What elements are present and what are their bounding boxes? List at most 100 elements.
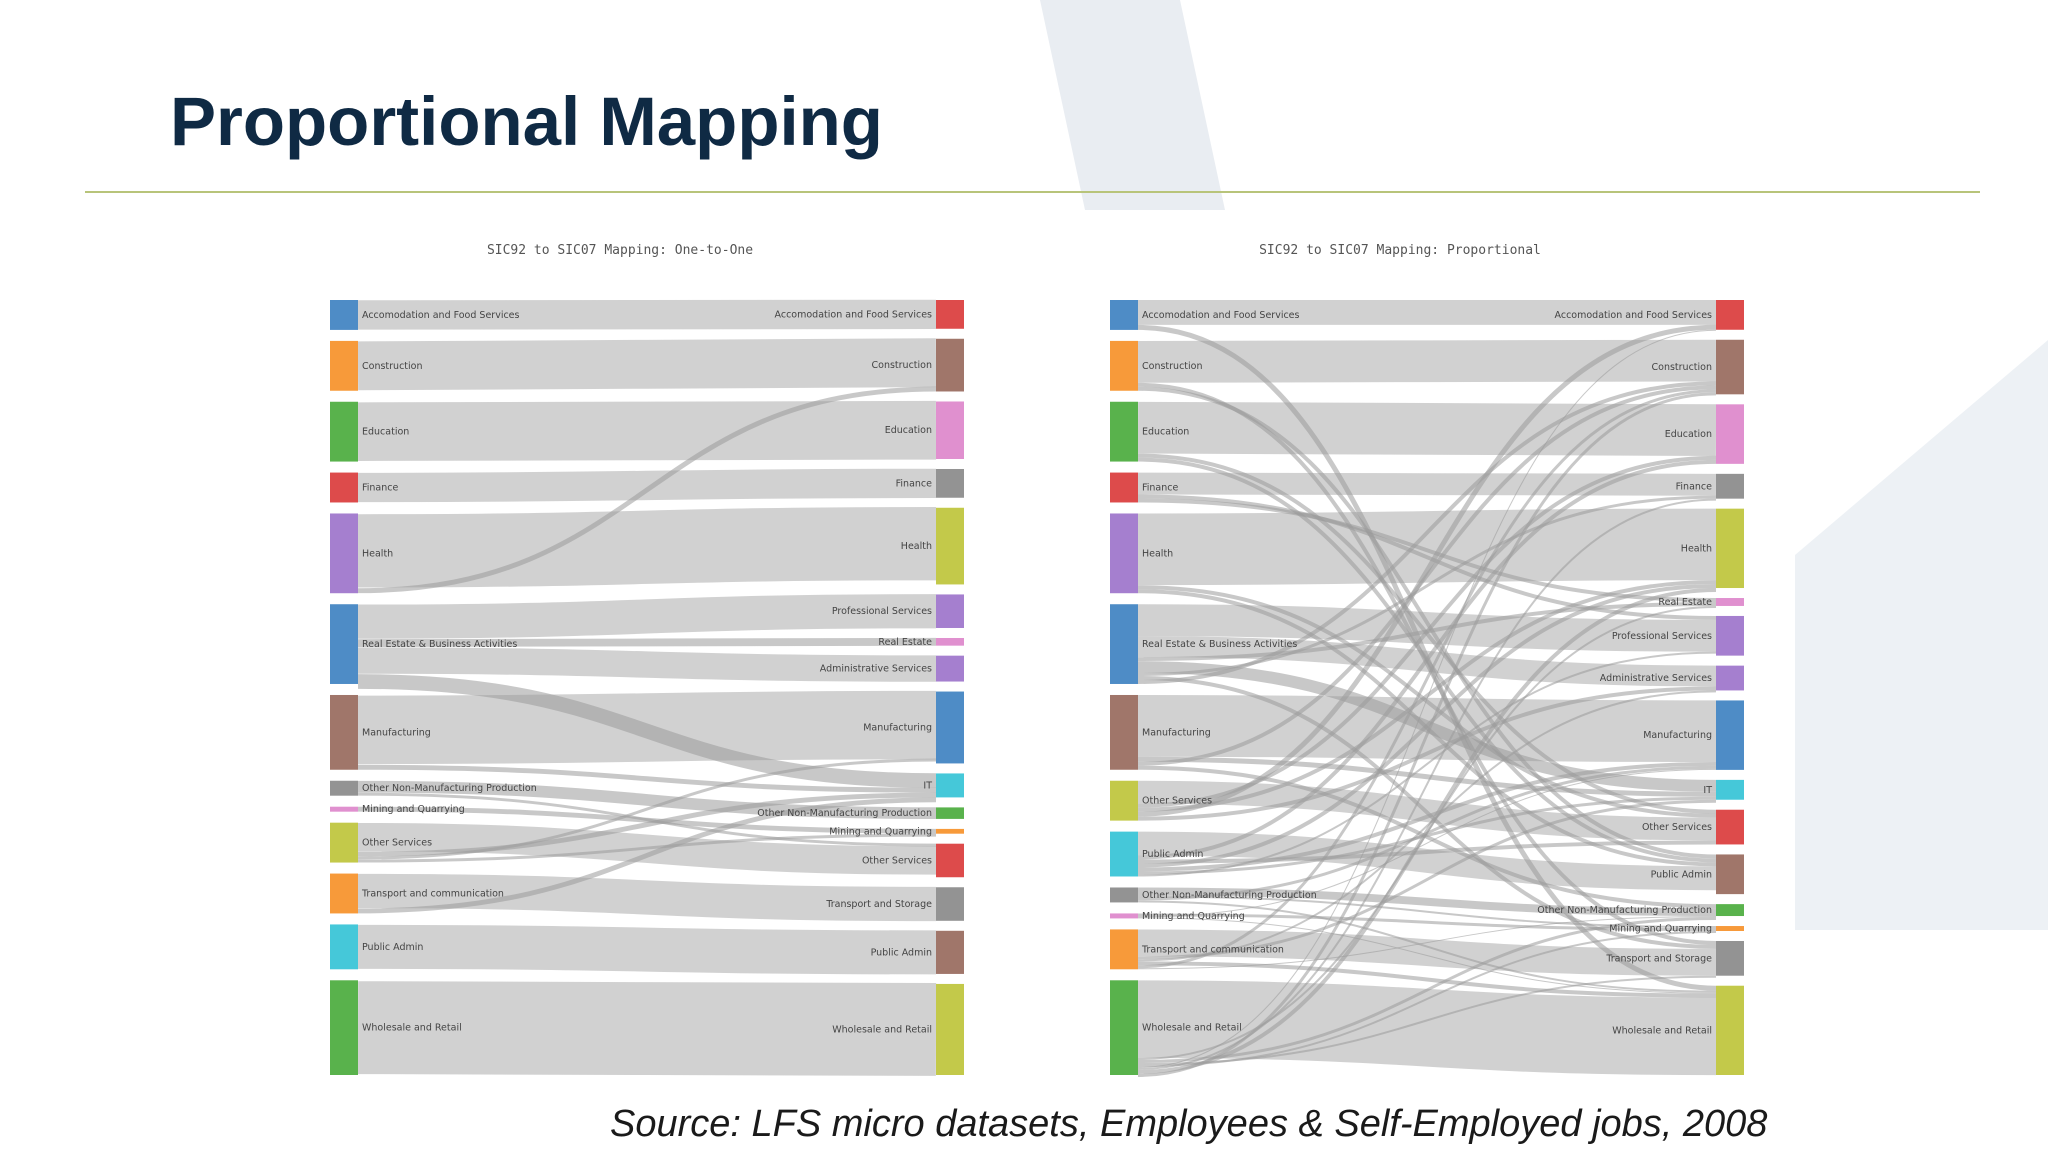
sankey-link: [1137, 929, 1717, 976]
source-label: Transport and communication: [361, 888, 504, 899]
target-node-professional-services: [1716, 615, 1744, 656]
target-label: Wholesale and Retail: [832, 1024, 932, 1035]
source-label: Accomodation and Food Services: [1142, 310, 1300, 321]
sankey-link: [357, 594, 937, 639]
sankey-link: [1137, 917, 1717, 994]
target-node-accomodation-and-food-services: [1716, 300, 1744, 330]
source-node-wholesale-and-retail: [330, 980, 358, 1075]
target-node-other-non-manufacturing-production: [936, 807, 964, 819]
target-label: Wholesale and Retail: [1612, 1025, 1712, 1036]
sankey-link: [357, 764, 937, 793]
target-node-manufacturing: [936, 691, 964, 764]
source-label: Wholesale and Retail: [1142, 1023, 1242, 1034]
sankey-link: [357, 647, 937, 682]
chart-title: SIC92 to SIC07 Mapping: Proportional: [1259, 243, 1541, 258]
sankey-link: [1137, 459, 1717, 860]
source-node-real-estate-business-activities: [1110, 604, 1138, 684]
target-label: Real Estate: [1658, 597, 1712, 608]
sankey-link: [357, 833, 937, 863]
target-node-wholesale-and-retail: [936, 983, 964, 1075]
source-label: Education: [1142, 427, 1189, 438]
target-label: Public Admin: [1651, 869, 1712, 880]
sankey-link: [1137, 796, 1717, 875]
target-node-public-admin: [936, 930, 964, 974]
sankey-link: [1137, 324, 1717, 817]
target-node-education: [1716, 404, 1744, 464]
sankey-link: [1137, 588, 1717, 1074]
source-node-other-non-manufacturing-production: [1110, 887, 1138, 903]
target-label: Accomodation and Food Services: [1555, 310, 1713, 321]
sankey-link: [1137, 329, 1717, 1069]
sankey-link: [1137, 840, 1717, 864]
source-node-wholesale-and-retail: [1110, 980, 1138, 1075]
target-node-other-non-manufacturing-production: [1716, 904, 1744, 917]
source-caption: Source: LFS micro datasets, Employees & …: [610, 1103, 1768, 1145]
source-node-mining-and-quarrying: [1110, 913, 1138, 919]
link-layer: [357, 299, 937, 1076]
target-node-finance: [936, 468, 964, 498]
sankey-link: [1137, 604, 1717, 652]
sankey-link: [357, 637, 937, 648]
source-label: Other Services: [362, 838, 432, 849]
source-node-finance: [1110, 472, 1138, 503]
source-label: Finance: [362, 483, 398, 494]
target-label: Construction: [872, 360, 933, 371]
source-label: Public Admin: [362, 942, 423, 953]
target-label: Health: [1681, 543, 1712, 554]
sankey-link: [357, 797, 937, 914]
sankey-link: [1137, 401, 1717, 456]
sankey-link: [1137, 386, 1717, 859]
target-label: Manufacturing: [863, 722, 932, 733]
target-node-administrative-services: [936, 655, 964, 682]
target-label: Real Estate: [878, 637, 932, 648]
target-node-real-estate: [936, 637, 964, 646]
source-label: Other Services: [1142, 796, 1212, 807]
source-node-manufacturing: [1110, 694, 1138, 770]
sankey-link: [1137, 494, 1717, 620]
sankey-link: [357, 386, 937, 594]
target-node-education: [936, 401, 964, 459]
target-node-other-services: [936, 843, 964, 878]
target-label: Professional Services: [1612, 631, 1712, 642]
source-label: Manufacturing: [1142, 727, 1211, 738]
source-label: Mining and Quarrying: [362, 804, 465, 815]
sankey-link: [357, 873, 937, 922]
sankey-link: [1137, 756, 1717, 797]
target-node-it: [936, 773, 964, 798]
target-node-transport-and-storage: [936, 887, 964, 921]
sankey-svg: SIC92 to SIC07 Mapping: Proportional Acco…: [1110, 243, 1744, 1077]
target-label: IT: [923, 780, 932, 791]
target-label: Other Non-Manufacturing Production: [757, 808, 932, 819]
source-node-public-admin: [1110, 831, 1138, 877]
source-label: Transport and communication: [1141, 944, 1284, 955]
source-node-other-services: [330, 822, 358, 863]
sankey-link: [357, 468, 937, 503]
target-label: Accomodation and Food Services: [775, 309, 933, 320]
link-layer: [1137, 299, 1717, 1077]
sankey-link: [1137, 580, 1717, 812]
sankey-link: [1137, 651, 1717, 877]
source-node-construction: [1110, 340, 1138, 391]
sankey-link: [1137, 381, 1717, 684]
source-label: Real Estate & Business Activities: [362, 639, 517, 650]
source-node-manufacturing: [330, 694, 358, 770]
sankey-link: [1137, 917, 1717, 1064]
target-label: Manufacturing: [1643, 730, 1712, 741]
sankey-link: [357, 924, 937, 975]
source-label: Manufacturing: [362, 727, 431, 738]
sankey-link: [1137, 831, 1717, 891]
sankey-link: [357, 758, 937, 860]
sankey-link: [1137, 980, 1717, 1076]
target-node-finance: [1716, 473, 1744, 499]
sankey-link: [357, 507, 937, 588]
sankey-link: [357, 338, 937, 391]
sankey-link: [1137, 389, 1717, 969]
sankey-link: [1137, 916, 1717, 970]
target-label: Finance: [896, 478, 932, 489]
target-label: Other Services: [862, 855, 932, 866]
source-node-health: [330, 513, 358, 594]
sankey-link: [1137, 930, 1717, 1068]
target-node-it: [1716, 779, 1744, 800]
target-node-mining-and-quarrying: [1716, 926, 1744, 931]
